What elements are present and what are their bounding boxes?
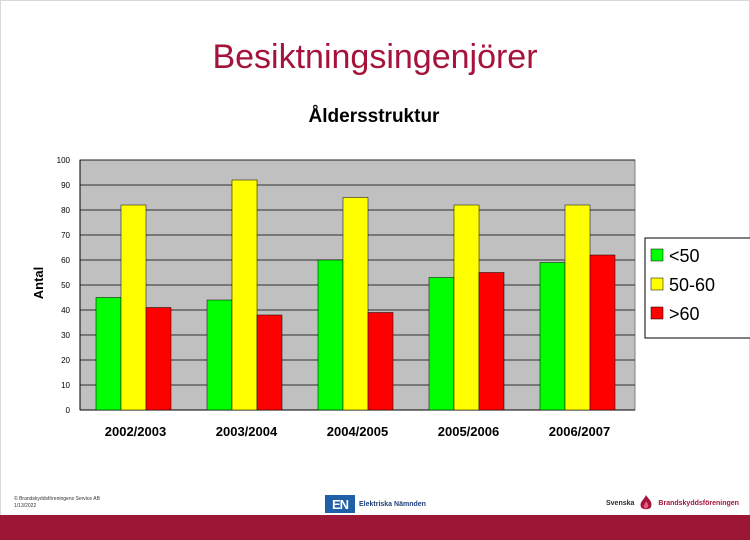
sb-logo-text-brand: Brandskyddsföreningen	[658, 499, 739, 507]
chart-title: Åldersstruktur	[0, 106, 750, 128]
y-tick-label: 20	[61, 356, 70, 365]
legend-label: >60	[669, 304, 700, 324]
y-tick-label: 30	[61, 331, 70, 340]
footer-bar	[0, 515, 750, 540]
elektriska-namnden-logo: EN Elektriska Nämnden	[325, 495, 426, 513]
sb-logo-text-svenska: Svenska	[606, 499, 635, 507]
bar	[564, 204, 591, 411]
en-logo-mark: EN	[325, 495, 355, 513]
bar	[589, 254, 616, 411]
y-tick-label: 80	[61, 206, 70, 215]
legend-label: <50	[669, 246, 700, 266]
date-text: 1/13/2022	[14, 503, 37, 509]
copyright-text: © Brandskyddsföreningens Service AB	[14, 496, 100, 502]
legend-swatch	[650, 306, 664, 320]
bar	[342, 197, 369, 411]
brandskyddsforeningen-logo: Svenska Brandskyddsföreningen	[606, 494, 739, 512]
bar	[231, 179, 258, 411]
chart-title-text: Åldersstruktur	[308, 106, 440, 127]
bar	[539, 262, 566, 411]
bar	[367, 312, 394, 411]
y-tick-label: 50	[61, 281, 70, 290]
y-tick-label: 10	[61, 381, 70, 390]
slide-title: Besiktningsingenjörer	[212, 38, 538, 76]
bar	[256, 314, 283, 411]
legend-swatch	[650, 277, 664, 291]
y-tick-label: 0	[66, 406, 71, 415]
en-logo-text: Elektriska Nämnden	[359, 500, 426, 508]
bar	[428, 277, 455, 411]
bar	[145, 307, 172, 411]
bar	[95, 297, 122, 411]
legend-swatch	[650, 248, 664, 262]
bar	[120, 204, 147, 411]
x-tick-label: 2006/2007	[549, 424, 610, 439]
footer-copyright: © Brandskyddsföreningens Service AB 1/13…	[14, 496, 100, 510]
x-tick-label: 2005/2006	[438, 424, 499, 439]
x-tick-label: 2002/2003	[105, 424, 166, 439]
bar	[317, 259, 344, 411]
bar	[453, 204, 480, 411]
y-tick-label: 100	[57, 156, 71, 165]
y-tick-label: 90	[61, 181, 70, 190]
flame-icon	[640, 495, 652, 510]
y-tick-label: 70	[61, 231, 70, 240]
x-tick-label: 2003/2004	[216, 424, 278, 439]
bar	[206, 299, 233, 411]
y-tick-label: 60	[61, 256, 70, 265]
legend-label: 50-60	[669, 275, 715, 295]
bar	[478, 272, 505, 411]
y-tick-label: 40	[61, 306, 70, 315]
x-tick-label: 2004/2005	[327, 424, 388, 439]
y-axis-title: Antal	[31, 267, 46, 300]
